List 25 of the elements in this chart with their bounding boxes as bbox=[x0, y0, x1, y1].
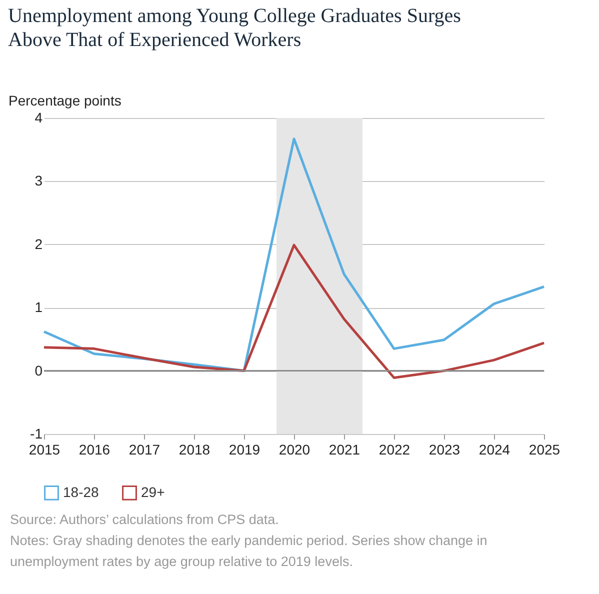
y-axis-title: Percentage points bbox=[8, 92, 122, 108]
y-tick-label: -1 bbox=[30, 426, 43, 442]
x-tick-label: 2015 bbox=[28, 442, 60, 458]
x-tick-label: 2018 bbox=[178, 442, 210, 458]
x-tick-label: 2022 bbox=[378, 442, 410, 458]
x-tick-label: 2024 bbox=[478, 442, 510, 458]
text: Notes: Gray shading denotes the early pandemic period. Series show change in unemployment rates by age group relative to 2019 levels. bbox=[10, 532, 488, 571]
x-tick-label: 2020 bbox=[278, 442, 310, 458]
legend-label: 18-28 bbox=[63, 484, 100, 500]
x-tick-label: 2025 bbox=[528, 442, 560, 458]
legend-label: 29+ bbox=[141, 484, 165, 500]
x-tick-label: 2023 bbox=[428, 442, 460, 458]
x-tick-label: 2019 bbox=[228, 442, 260, 458]
y-tick-label: 2 bbox=[34, 236, 43, 252]
y-tick-label: 1 bbox=[34, 299, 43, 316]
line-series bbox=[42, 244, 546, 379]
y-tick-label: 3 bbox=[34, 172, 43, 189]
source-note: Source: Authors’ calculations from CPS data. bbox=[10, 511, 280, 529]
x-tick-label: 2017 bbox=[128, 442, 160, 458]
chart-title: Unemployment among Young College Graduates Surges Above That of Experienced Workers bbox=[8, 5, 462, 51]
line-series bbox=[42, 138, 546, 372]
x-tick-label: 2016 bbox=[78, 442, 110, 458]
y-tick-label: 4 bbox=[34, 110, 43, 126]
y-tick-label: 0 bbox=[34, 362, 43, 378]
x-tick-label: 2021 bbox=[328, 442, 360, 458]
